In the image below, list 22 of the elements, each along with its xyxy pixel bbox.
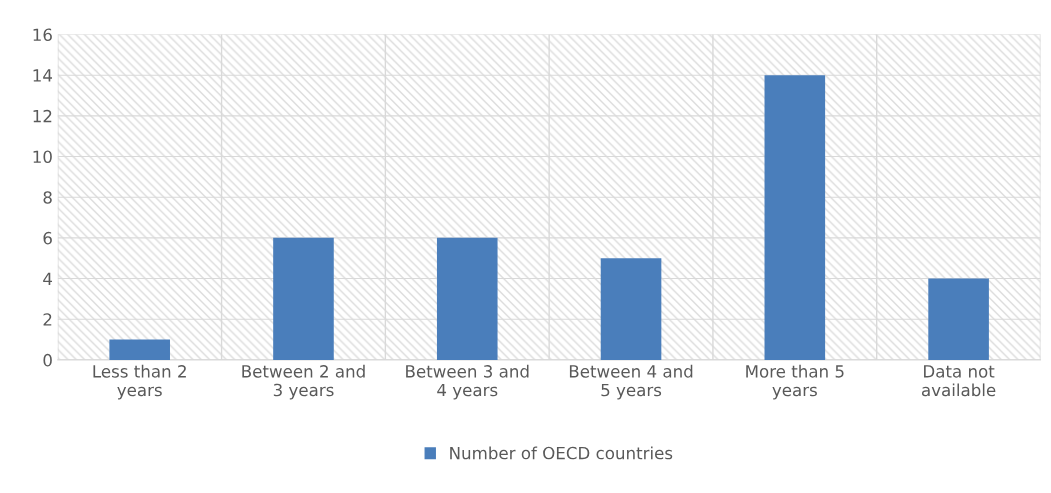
bar — [600, 258, 662, 360]
bar — [764, 75, 826, 360]
y-tick-label: 8 — [43, 191, 52, 204]
bar — [273, 237, 334, 360]
bar — [436, 237, 498, 360]
y-tick-label: 6 — [43, 231, 52, 245]
y-tick-label: 0 — [43, 353, 52, 367]
bar — [109, 339, 170, 360]
y-tick-label: 10 — [33, 150, 52, 164]
x-tick-label: Between 2 and 3 years — [242, 364, 365, 400]
y-tick-label: 4 — [43, 272, 53, 285]
y-tick-label: 16 — [33, 28, 52, 42]
y-tick-label: 14 — [33, 69, 53, 82]
y-tick-label: 12 — [33, 109, 52, 123]
x-tick-label: Data not available — [921, 365, 996, 397]
x-tick-label: Between 3 and 4 years — [406, 364, 529, 400]
bar — [928, 278, 989, 360]
x-tick-label: Between 4 and 5 years — [569, 364, 693, 400]
x-tick-label: More than 5 years — [746, 364, 844, 400]
x-tick-label: Less than 2 years — [93, 364, 186, 400]
y-tick-label: 2 — [43, 313, 52, 326]
legend-label: Number of OECD countries — [450, 446, 673, 460]
